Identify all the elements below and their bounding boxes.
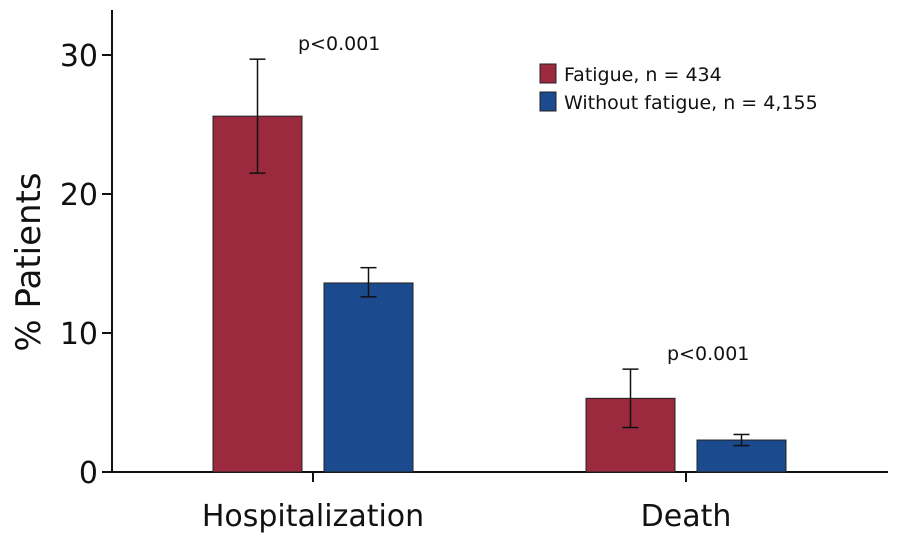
x-category-label: Hospitalization [202,499,424,534]
legend-swatch [539,91,557,112]
y-tick-label: 10 [60,317,98,352]
bar [323,282,414,473]
bars [212,115,787,473]
legend-label: Fatigue, n = 434 [564,64,722,86]
legend: Fatigue, n = 434 Without fatigue, n = 4,1… [539,63,818,114]
bar [212,115,303,473]
axes: 0 10 20 30 Hospitalization Death [60,10,888,534]
x-category-label: Death [641,499,732,534]
p-value-annotation: p<0.001 [298,33,380,55]
p-value-annotation: p<0.001 [667,343,749,365]
legend-label: Without fatigue, n = 4,155 [564,92,818,114]
y-tick-label: 20 [60,178,98,213]
y-tick-label: 30 [60,39,98,74]
legend-swatch [539,63,557,84]
y-axis-title: % Patients [9,172,49,351]
error-bars [249,58,750,447]
y-tick-label: 0 [79,456,98,491]
annotations: p<0.001 p<0.001 [298,33,749,365]
